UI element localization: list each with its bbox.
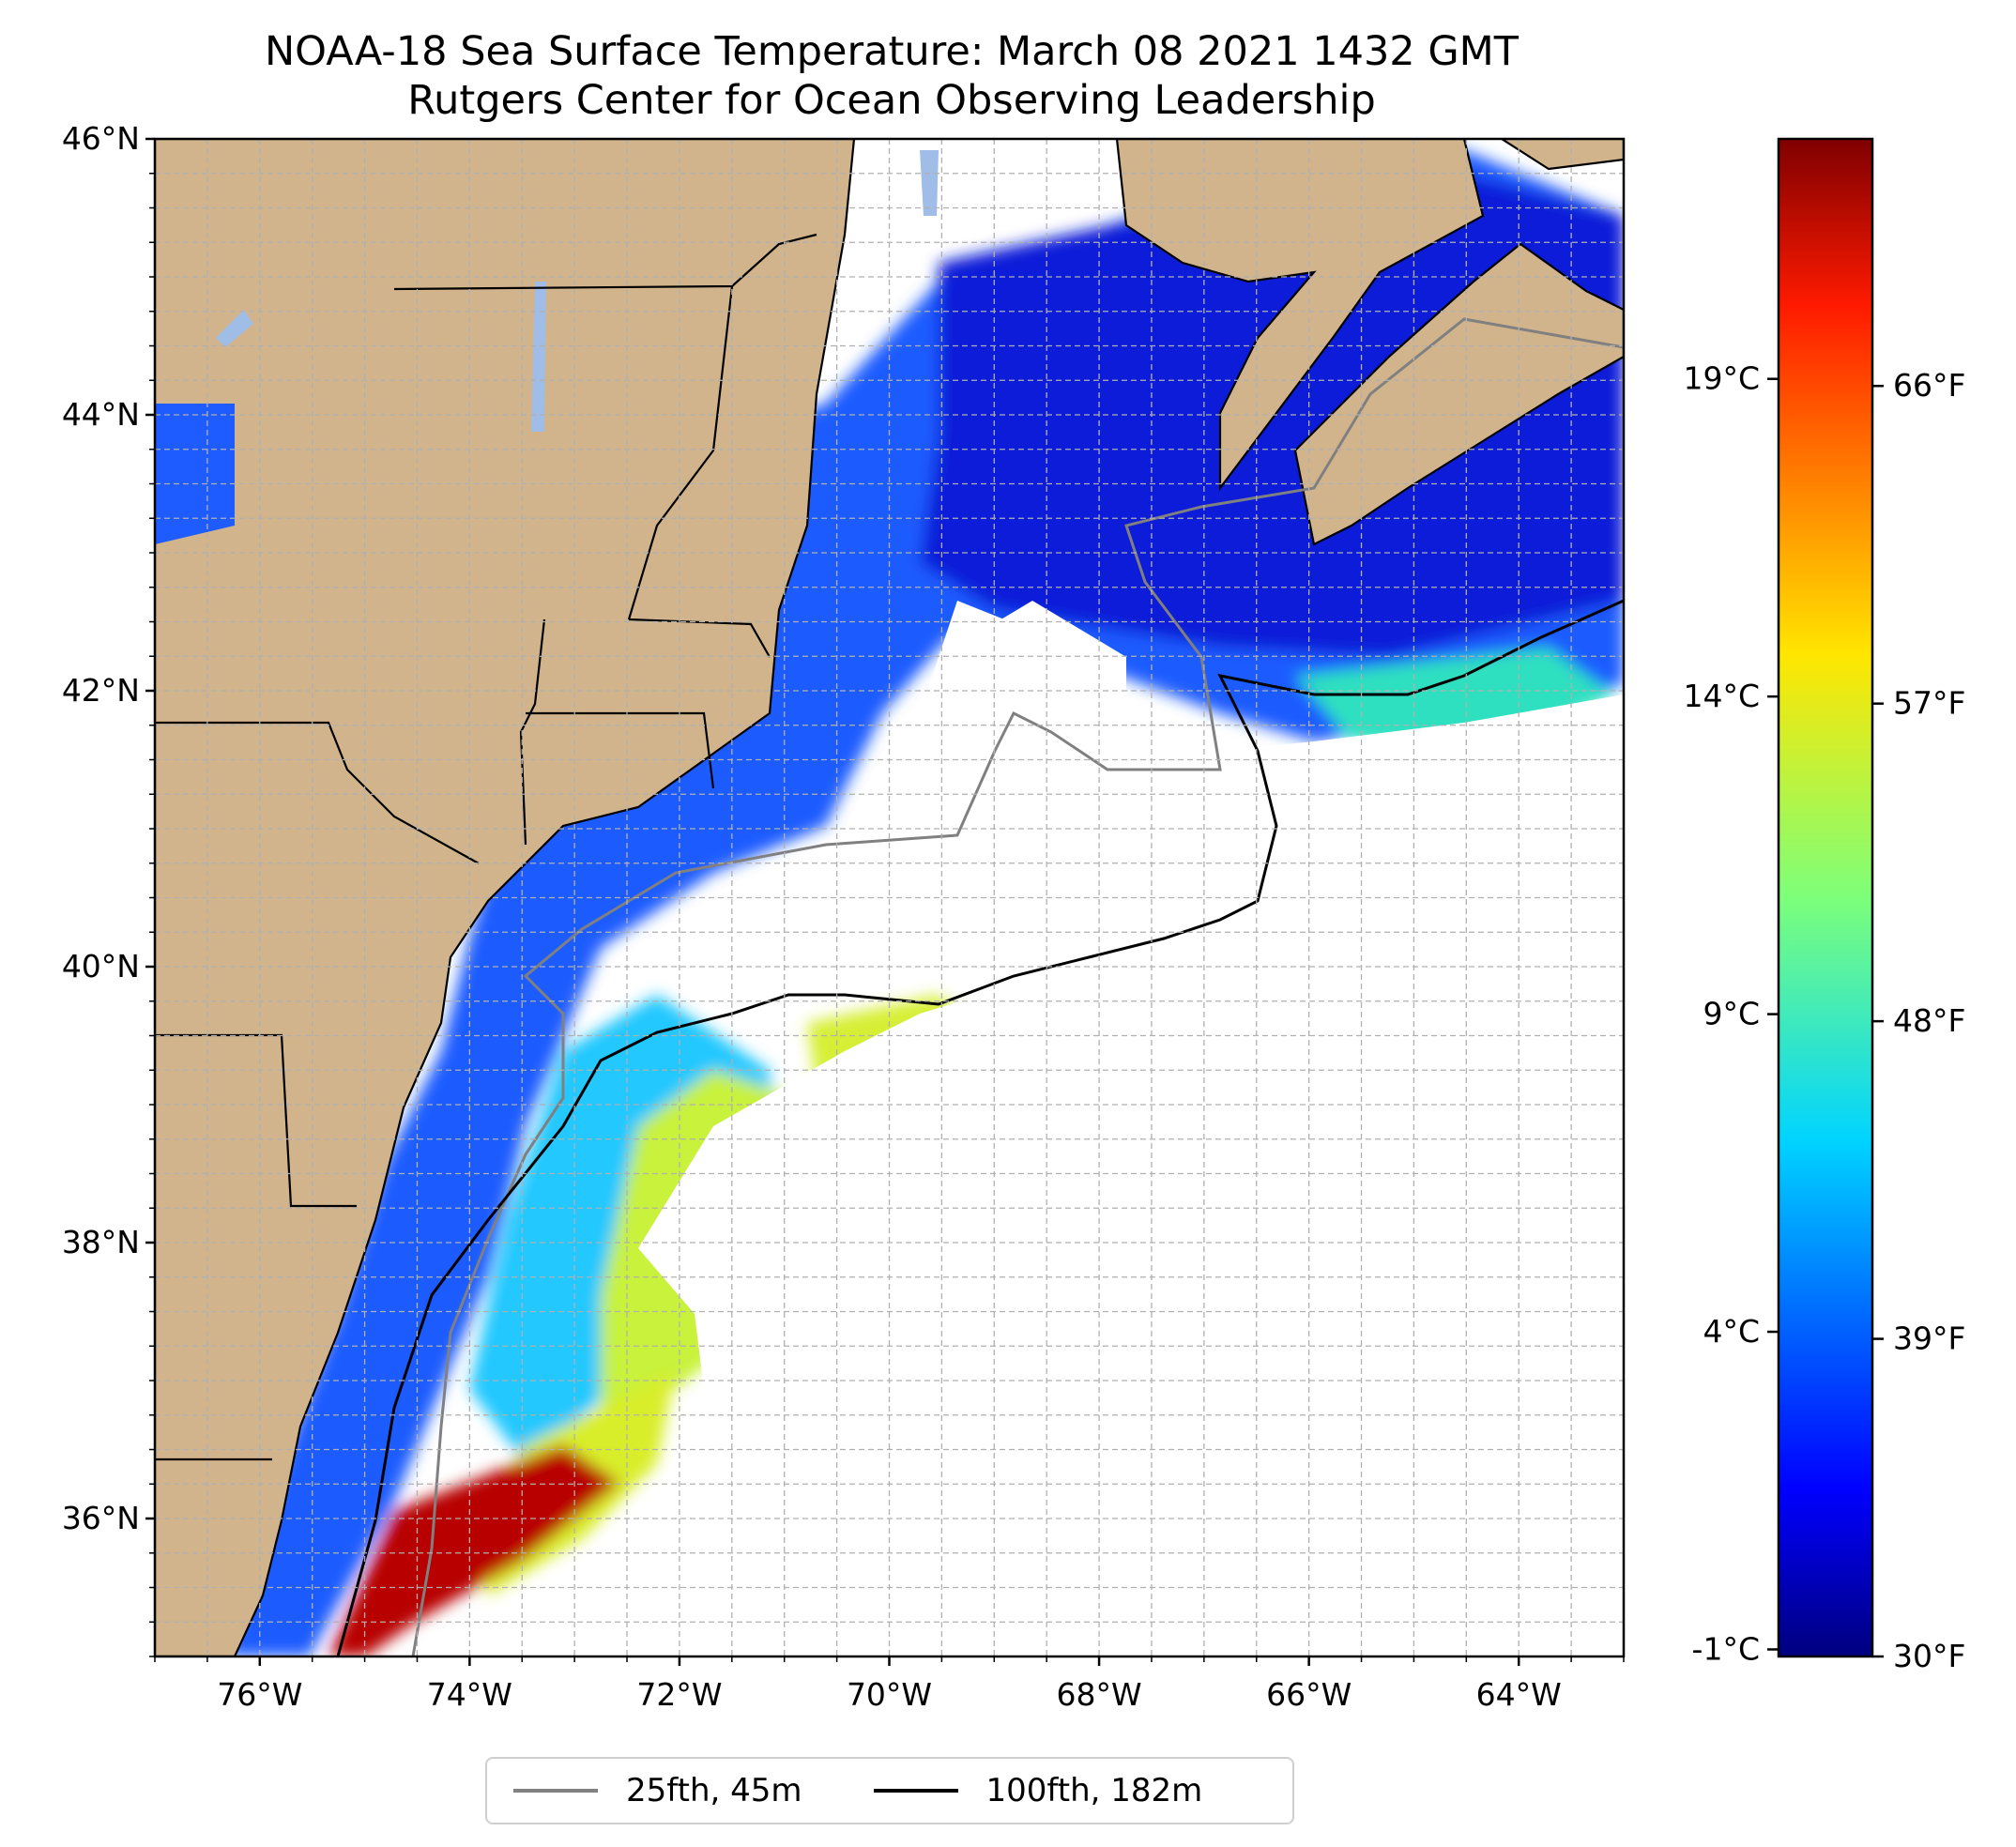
legend-item-100fth: 100fth, 182m [873,1772,1203,1809]
lon-tick-label: 76°W [217,1676,302,1713]
isobath-25fth-contour [411,317,1624,1656]
colorbar-celsius-label: 9°C [1703,996,1760,1032]
map-axis-ticks: 46°N 44°N 42°N 40°N 38°N 36°N 76°W 74°W 72°W 70°W… [62,120,1625,1713]
colorbar-celsius-label: -1°C [1692,1630,1760,1667]
colorbar-fahrenheit-label: 66°F [1893,367,1965,404]
colorbar-fahrenheit-label: 57°F [1893,685,1965,722]
lon-tick-label: 70°W [847,1676,932,1713]
legend-item-25fth: 25fth, 45m [513,1772,802,1809]
lat-tick-label: 44°N [62,396,140,433]
lon-tick-label: 68°W [1057,1676,1142,1713]
lat-tick-label: 46°N [62,120,140,157]
colorbar-celsius-label: 19°C [1683,360,1760,397]
colorbar-ticks: 19°C 14°C 9°C 4°C -1°C 66°F 57°F 48°F 39°F 30°F [1683,360,1965,1674]
lat-tick-label: 40°N [62,948,140,985]
legend-label-100fth: 100fth, 182m [985,1772,1203,1809]
map-title: NOAA-18 Sea Surface Temperature: March 0… [264,28,1520,75]
legend-swatch-25fth [513,1789,598,1793]
map-legend: 25fth, 45m 100fth, 182m [485,1757,1294,1824]
colorbar [1777,137,1874,1658]
colorbar-fahrenheit-label: 30°F [1893,1638,1965,1674]
legend-label-25fth: 25fth, 45m [626,1772,802,1809]
colorbar-fahrenheit-label: 39°F [1893,1320,1965,1357]
lon-tick-label: 74°W [427,1676,512,1713]
map-frame [153,137,1626,1658]
state-borders [155,233,817,1461]
colorbar-celsius-label: 4°C [1703,1313,1760,1350]
cloud-mask [638,601,1624,1656]
lon-tick-label: 66°W [1266,1676,1352,1713]
lat-tick-label: 42°N [62,672,140,709]
legend-swatch-100fth [873,1789,958,1793]
lat-tick-label: 38°N [62,1224,140,1260]
lon-tick-label: 72°W [636,1676,722,1713]
colorbar-fahrenheit-label: 48°F [1893,1002,1965,1039]
map-subtitle: Rutgers Center for Ocean Observing Leade… [407,77,1376,124]
lat-tick-label: 36°N [62,1500,140,1536]
colorbar-celsius-label: 14°C [1683,678,1760,714]
lakes [155,150,939,544]
lon-tick-label: 64°W [1476,1676,1562,1713]
isobath-100fth-contour [336,599,1624,1656]
colorbar-gradient [1777,137,1874,1658]
